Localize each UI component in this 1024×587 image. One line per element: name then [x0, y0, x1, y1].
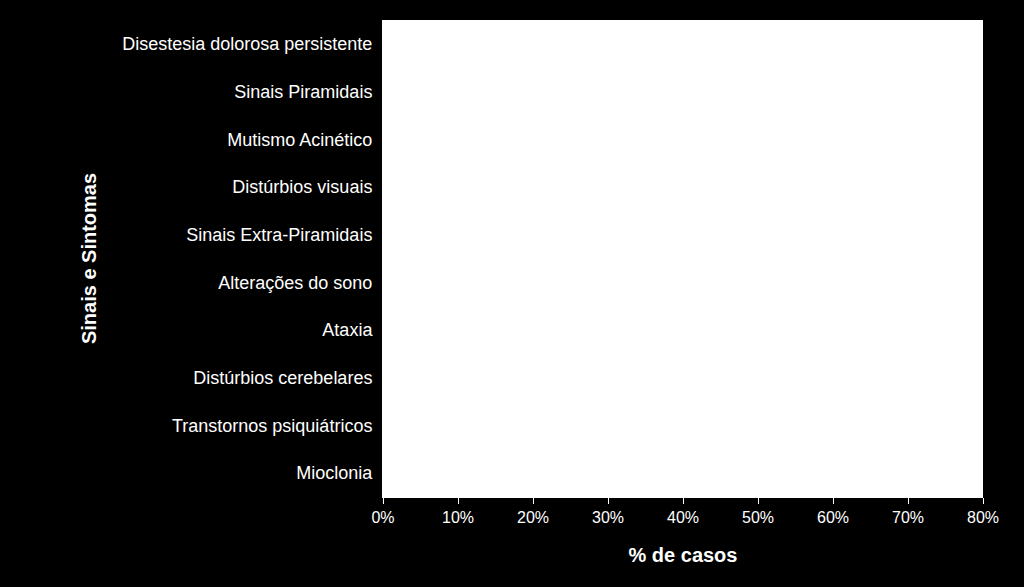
svg-text:70%: 70% [892, 509, 924, 526]
svg-text:Disestesia dolorosa persistent: Disestesia dolorosa persistente [122, 34, 372, 54]
svg-text:10%: 10% [442, 509, 474, 526]
svg-text:60%: 60% [817, 509, 849, 526]
svg-text:0%: 0% [371, 509, 394, 526]
svg-text:Distúrbios cerebelares: Distúrbios cerebelares [193, 368, 372, 388]
svg-text:20%: 20% [517, 509, 549, 526]
svg-text:Ataxia: Ataxia [322, 320, 373, 340]
svg-text:Mioclonia: Mioclonia [296, 463, 373, 483]
svg-text:Mutismo Acinético: Mutismo Acinético [227, 130, 372, 150]
svg-text:Sinais Extra-Piramidais: Sinais Extra-Piramidais [186, 225, 372, 245]
svg-text:Sinais e Sintomas: Sinais e Sintomas [78, 173, 100, 344]
svg-text:30%: 30% [592, 509, 624, 526]
svg-text:Alterações do sono: Alterações do sono [218, 273, 372, 293]
svg-text:Distúrbios visuais: Distúrbios visuais [232, 177, 372, 197]
svg-text:40%: 40% [667, 509, 699, 526]
svg-text:% de casos: % de casos [629, 544, 738, 566]
svg-text:50%: 50% [742, 509, 774, 526]
svg-text:80%: 80% [967, 509, 999, 526]
svg-text:Sinais Piramidais: Sinais Piramidais [234, 82, 372, 102]
svg-text:Transtornos psiquiátricos: Transtornos psiquiátricos [172, 416, 372, 436]
